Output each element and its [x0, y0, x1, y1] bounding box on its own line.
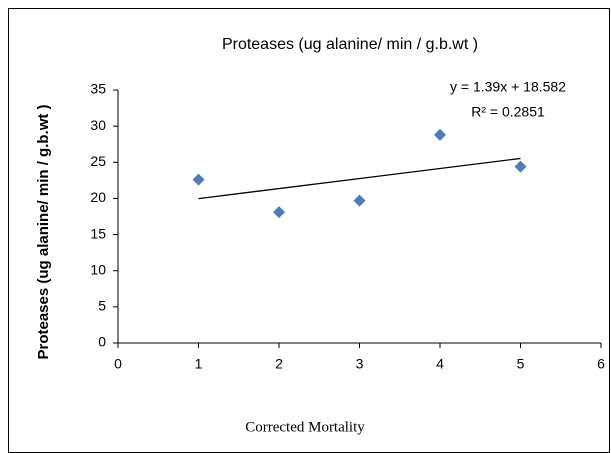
y-tick-label: 30: [90, 117, 106, 133]
x-axis-label: Corrected Mortality: [245, 419, 365, 435]
trendline-equation: y = 1.39x + 18.582: [450, 79, 566, 95]
y-tick-label: 10: [90, 261, 106, 277]
trendline: [198, 157, 521, 200]
y-tick-label: 15: [90, 225, 106, 241]
data-point: [192, 173, 205, 186]
data-point: [353, 194, 366, 207]
chart-title: Proteases (ug alanine/ min / g.b.wt ): [222, 36, 478, 53]
y-tick-label: 5: [98, 298, 106, 314]
data-point: [514, 160, 527, 173]
data-point: [434, 128, 446, 141]
data-point: [273, 206, 285, 219]
y-tick-label: 35: [90, 81, 106, 97]
x-tick-label: 4: [436, 356, 444, 372]
x-tick-label: 0: [114, 356, 122, 372]
x-tick-label: 1: [195, 356, 203, 372]
y-tick-label: 0: [98, 334, 106, 350]
y-tick-label: 25: [90, 153, 106, 169]
trendline-r-squared: R² = 0.2851: [471, 104, 545, 120]
x-tick-label: 6: [597, 356, 605, 372]
chart-border: [8, 8, 610, 453]
y-tick-label: 20: [90, 189, 106, 205]
y-axis-label: Proteases (ug alanine/ min / g.b.wt ): [35, 104, 52, 359]
x-tick-label: 5: [517, 356, 525, 372]
x-tick-label: 2: [275, 356, 283, 372]
x-tick-label: 3: [356, 356, 364, 372]
